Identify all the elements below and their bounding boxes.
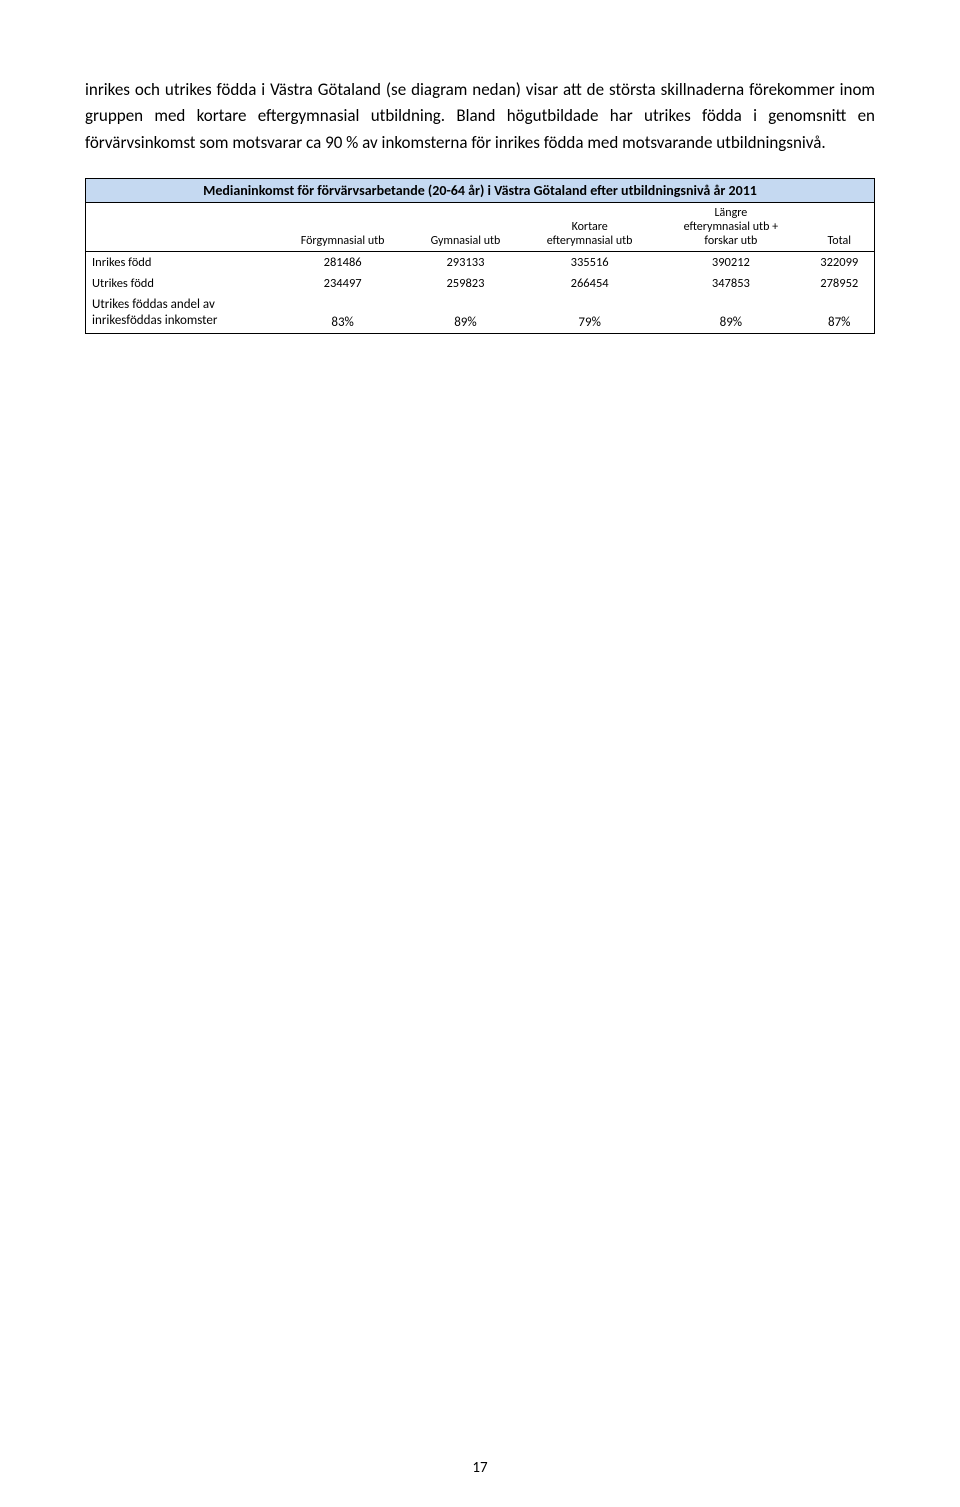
table-header-col5: Total [805, 203, 875, 252]
cell: 89% [657, 294, 804, 333]
table-header-empty [86, 203, 277, 252]
cell: 266454 [522, 273, 657, 294]
row-label: Utrikes född [86, 273, 277, 294]
table-row: Inrikes född 281486 293133 335516 390212… [86, 252, 875, 274]
table-header-col3: Kortareefterymnasial utb [522, 203, 657, 252]
cell: 347853 [657, 273, 804, 294]
cell: 259823 [409, 273, 522, 294]
cell: 322099 [805, 252, 875, 274]
row-label: Utrikes föddas andel avinrikesföddas ink… [86, 294, 277, 333]
cell: 278952 [805, 273, 875, 294]
table-row: Utrikes född 234497 259823 266454 347853… [86, 273, 875, 294]
table-header-col2: Gymnasial utb [409, 203, 522, 252]
table-header-col4: Längreefterymnasial utb +forskar utb [657, 203, 804, 252]
cell: 83% [276, 294, 408, 333]
cell: 281486 [276, 252, 408, 274]
table-header-col1: Förgymnasial utb [276, 203, 408, 252]
income-table: Medianinkomst för förvärvsarbetande (20-… [85, 178, 875, 334]
cell: 89% [409, 294, 522, 333]
body-paragraph: inrikes och utrikes födda i Västra Götal… [85, 77, 875, 156]
table-header-row: Förgymnasial utb Gymnasial utb Kortareef… [86, 203, 875, 252]
table-title-row: Medianinkomst för förvärvsarbetande (20-… [86, 179, 875, 203]
document-page: inrikes och utrikes födda i Västra Götal… [0, 0, 960, 1507]
cell: 390212 [657, 252, 804, 274]
page-number: 17 [0, 1459, 960, 1477]
cell: 79% [522, 294, 657, 333]
cell: 234497 [276, 273, 408, 294]
table-title-cell: Medianinkomst för förvärvsarbetande (20-… [86, 179, 875, 203]
table-row: Utrikes föddas andel avinrikesföddas ink… [86, 294, 875, 333]
cell: 335516 [522, 252, 657, 274]
cell: 87% [805, 294, 875, 333]
row-label: Inrikes född [86, 252, 277, 274]
cell: 293133 [409, 252, 522, 274]
